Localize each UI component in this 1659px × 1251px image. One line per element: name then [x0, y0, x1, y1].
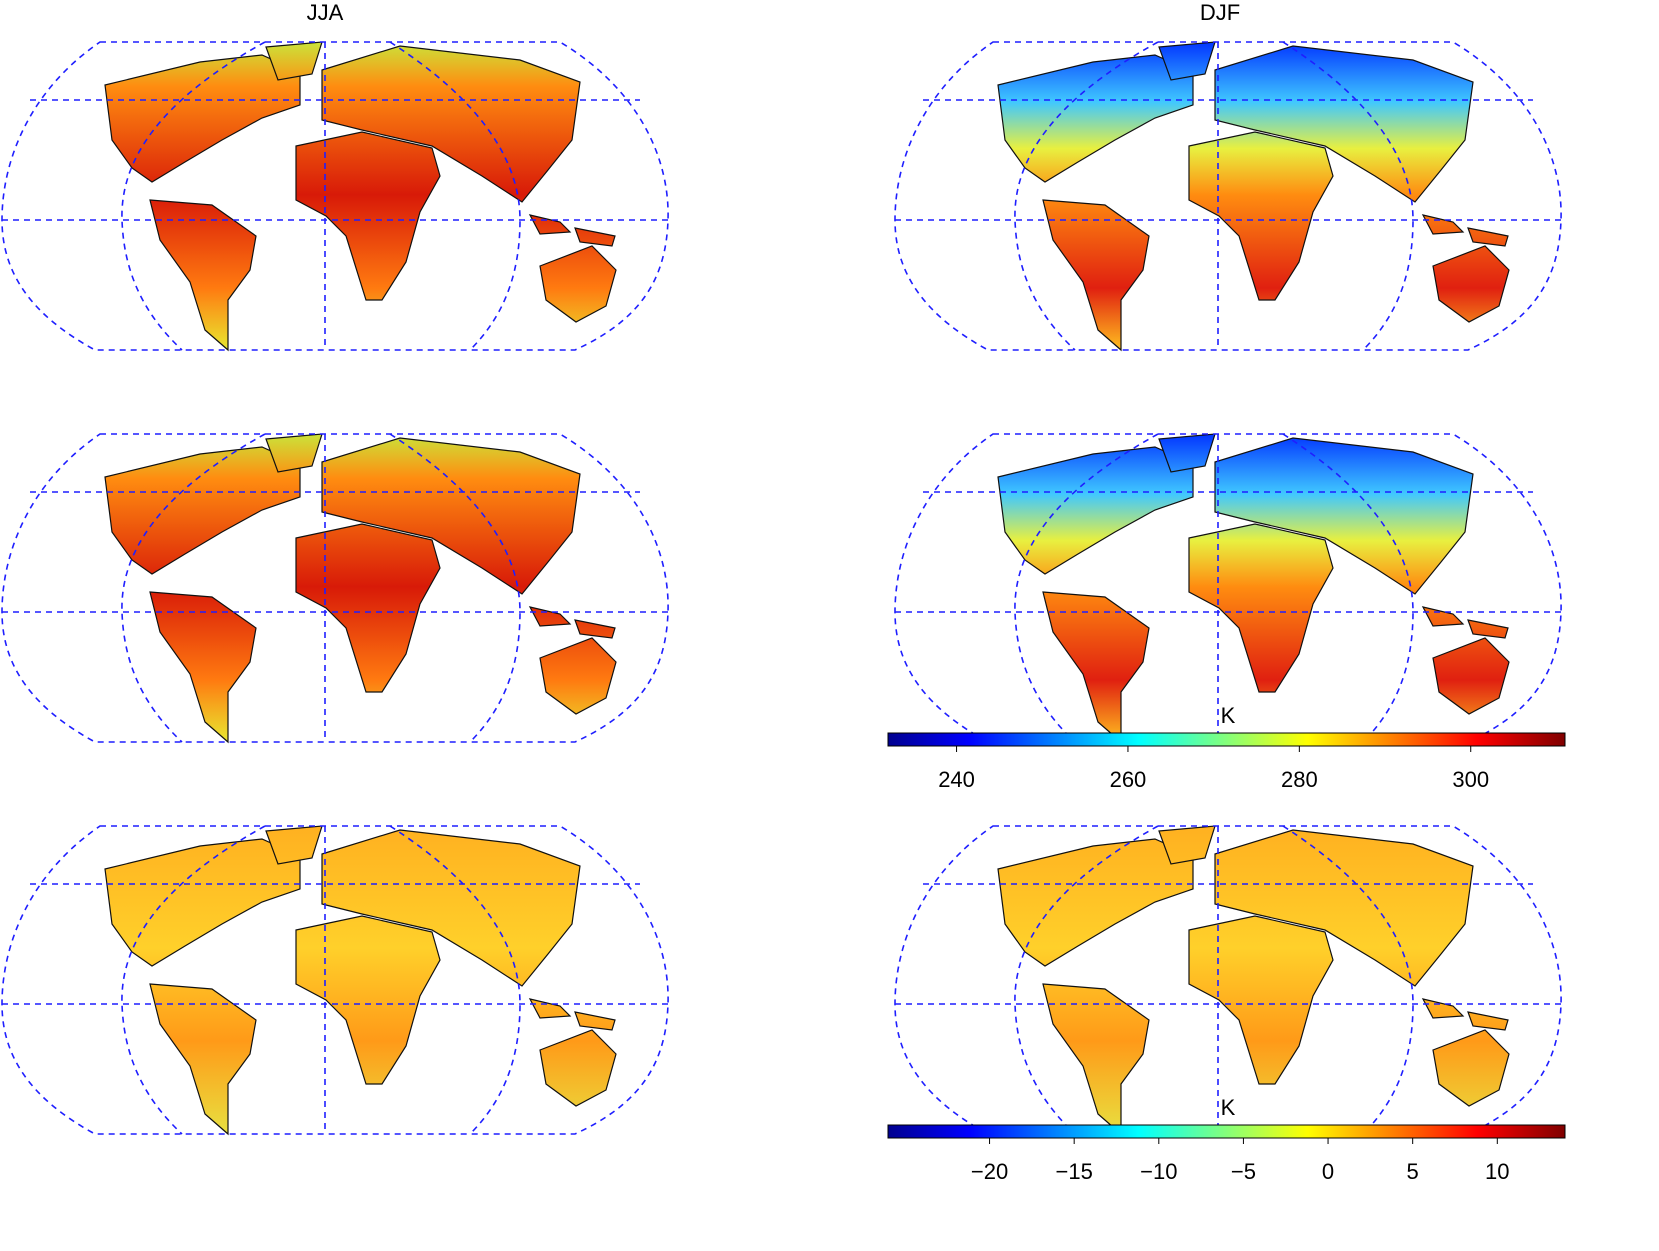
map-panel: [894, 825, 1562, 1136]
land-area: [1188, 523, 1334, 693]
land-area: [149, 199, 257, 352]
land-area: [528, 606, 572, 627]
land-area: [1188, 131, 1334, 301]
land-area: [574, 1011, 616, 1031]
graticule: [121, 825, 266, 1135]
land-area: [1042, 591, 1150, 744]
land-area: [1421, 606, 1465, 627]
land-area: [104, 54, 301, 183]
land-area: [1432, 245, 1510, 323]
land-area: [539, 637, 617, 715]
land-area: [265, 41, 323, 81]
graticule: [1, 825, 669, 1135]
graticule: [1014, 433, 1159, 743]
colorbar-tick-label: −15: [1056, 1159, 1093, 1184]
map-panel: [1, 433, 669, 744]
land-area: [265, 433, 323, 473]
panel-title: DJF: [1200, 0, 1240, 25]
land-area: [1214, 45, 1474, 203]
graticule: [389, 825, 521, 1135]
graticule: [121, 433, 266, 743]
map-panel: [894, 41, 1562, 352]
colorbar-tick-label: 240: [938, 767, 975, 792]
graticule: [1, 433, 669, 743]
land-area: [1042, 199, 1150, 352]
land-area: [295, 131, 441, 301]
land-area: [104, 446, 301, 575]
land-area: [149, 591, 257, 744]
land-area: [528, 998, 572, 1019]
land-area: [1467, 227, 1509, 247]
land-area: [321, 437, 581, 595]
graticule: [389, 41, 521, 351]
land-area: [104, 838, 301, 967]
land-area: [1421, 214, 1465, 235]
land-area: [321, 45, 581, 203]
colorbar-unit: K: [1221, 1095, 1236, 1120]
graticule: [1014, 41, 1159, 351]
colorbar-tick-label: 0: [1322, 1159, 1334, 1184]
land-area: [997, 446, 1194, 575]
land-area: [1158, 825, 1216, 865]
graticule: [1014, 825, 1159, 1135]
land-area: [1188, 915, 1334, 1085]
colorbar: [887, 732, 1566, 747]
graticule: [1282, 825, 1414, 1135]
graticule: [894, 41, 1562, 351]
colorbar-tick-label: −10: [1140, 1159, 1177, 1184]
panel-title: JJA: [307, 0, 344, 25]
land-area: [1158, 41, 1216, 81]
land-area: [997, 54, 1194, 183]
land-area: [1421, 998, 1465, 1019]
graticule: [1, 41, 669, 351]
land-area: [539, 245, 617, 323]
colorbar-tick-label: 260: [1110, 767, 1147, 792]
land-area: [574, 227, 616, 247]
graticule: [1282, 433, 1414, 743]
land-area: [1214, 437, 1474, 595]
land-area: [528, 214, 572, 235]
map-panel: [894, 433, 1562, 744]
colorbar-tick-label: −5: [1231, 1159, 1256, 1184]
land-area: [149, 983, 257, 1136]
graticule: [1282, 41, 1414, 351]
colorbar-unit: K: [1221, 703, 1236, 728]
graticule: [389, 433, 521, 743]
map-panel: [1, 825, 669, 1136]
land-area: [295, 915, 441, 1085]
land-area: [295, 523, 441, 693]
graticule: [121, 41, 266, 351]
land-area: [265, 825, 323, 865]
colorbar-tick-label: −20: [971, 1159, 1008, 1184]
land-area: [539, 1029, 617, 1107]
colorbar-tick-label: 10: [1485, 1159, 1509, 1184]
land-area: [321, 829, 581, 987]
land-area: [1158, 433, 1216, 473]
land-area: [1467, 1011, 1509, 1031]
colorbar-tick-label: 280: [1281, 767, 1318, 792]
colorbar-tick-label: 5: [1407, 1159, 1419, 1184]
colorbar: [887, 1124, 1566, 1139]
land-area: [1214, 829, 1474, 987]
land-area: [1042, 983, 1150, 1136]
colorbar-tick-label: 300: [1452, 767, 1489, 792]
land-area: [574, 619, 616, 639]
land-area: [1467, 619, 1509, 639]
map-panel: [1, 41, 669, 352]
land-area: [1432, 637, 1510, 715]
land-area: [997, 838, 1194, 967]
land-area: [1432, 1029, 1510, 1107]
